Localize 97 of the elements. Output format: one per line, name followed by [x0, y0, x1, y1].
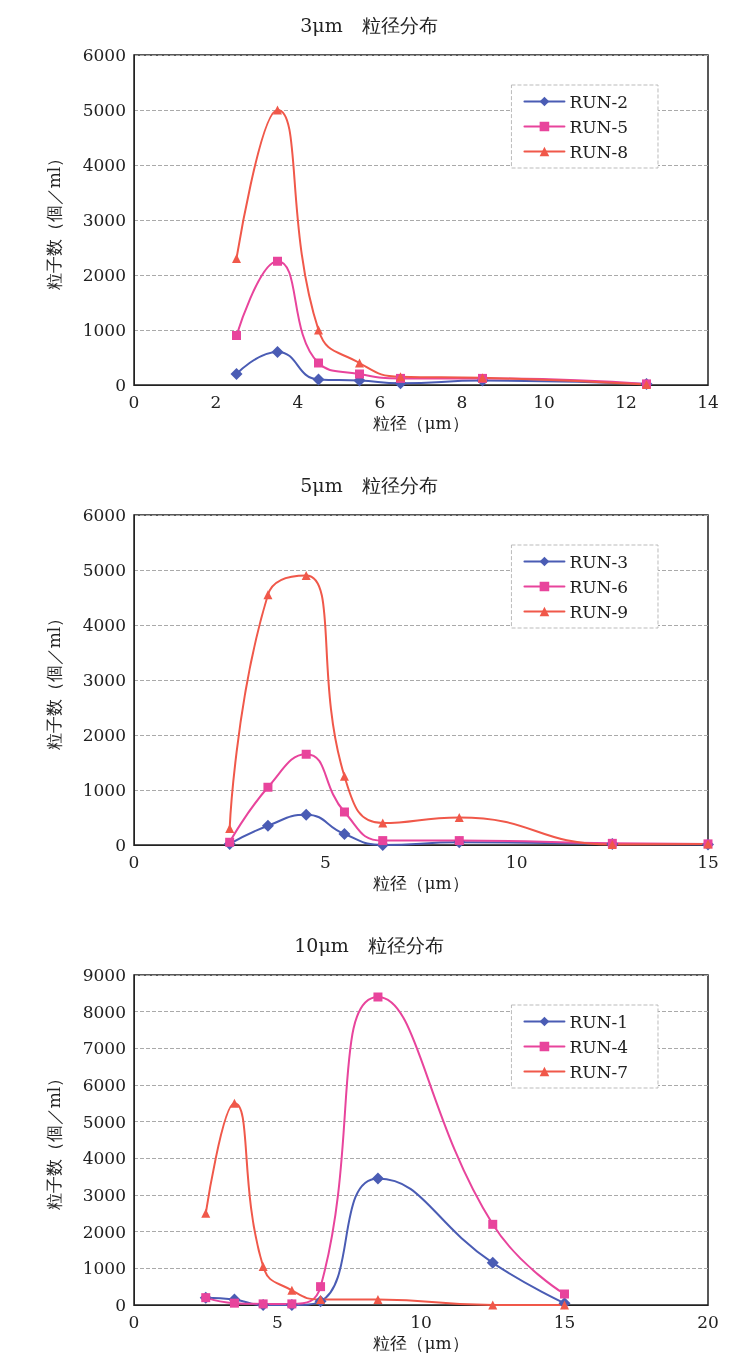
y-tick-label: 3000 [82, 210, 126, 230]
y-tick-label: 5000 [82, 560, 126, 580]
x-tick-label: 14 [697, 391, 719, 412]
x-tick-label: 0 [128, 1311, 140, 1332]
point [454, 813, 464, 822]
point [373, 1295, 383, 1304]
point [229, 1098, 239, 1108]
point [232, 254, 241, 263]
y-tick-label: 4000 [82, 1148, 126, 1169]
y-tick-label: 1000 [82, 1258, 126, 1279]
point [316, 1295, 326, 1304]
point [339, 771, 349, 781]
x-tick-label: 6 [374, 391, 386, 412]
x-tick-label: 10 [505, 851, 528, 872]
x-tick-label: 0 [128, 391, 140, 412]
x-tick-label: 4 [292, 391, 304, 412]
point [301, 749, 311, 759]
legend-label: RUN-1 [569, 1011, 628, 1032]
y-tick-label: 8000 [82, 1001, 126, 1022]
chart-title: 3μm 粒径分布 [300, 13, 438, 36]
point [201, 1208, 211, 1218]
point [339, 807, 349, 817]
x-axis-title: 粒径（μm） [373, 413, 469, 434]
legend-label: RUN-3 [569, 551, 628, 572]
y-tick-label: 5000 [82, 1111, 126, 1132]
y-tick-label: 2000 [82, 265, 126, 285]
y-tick-label: 0 [115, 1295, 126, 1315]
legend-label: RUN-9 [569, 601, 628, 622]
point [373, 992, 383, 1002]
point [301, 571, 311, 580]
point [378, 836, 388, 846]
point [258, 1262, 268, 1271]
legend-label: RUN-5 [569, 116, 628, 137]
y-axis-title: 粒子数（個／ml） [43, 1069, 64, 1211]
y-tick-label: 2000 [82, 725, 126, 745]
point [287, 1285, 297, 1295]
y-axis-title: 粒子数（個／ml） [43, 609, 64, 751]
point [300, 808, 313, 821]
y-tick-label: 9000 [82, 965, 126, 985]
x-tick-label: 10 [410, 1311, 432, 1332]
legend-label: RUN-6 [569, 576, 628, 597]
point [314, 325, 323, 335]
point [316, 1282, 326, 1292]
chart-title: 10μm 粒径分布 [294, 933, 444, 956]
x-tick-label: 0 [128, 851, 140, 872]
point [273, 256, 282, 266]
y-tick-label: 1000 [82, 780, 126, 800]
y-tick-label: 5000 [82, 100, 126, 120]
y-tick-label: 6000 [82, 1075, 126, 1095]
point [371, 1172, 384, 1185]
y-tick-label: 4000 [82, 615, 126, 635]
x-tick-label: 5 [272, 1311, 283, 1332]
x-tick-label: 12 [615, 391, 637, 412]
x-tick-label: 15 [553, 1311, 576, 1332]
legend-label: RUN-2 [569, 91, 628, 112]
point [230, 368, 243, 380]
y-tick-label: 3000 [82, 670, 126, 690]
y-tick-label: 0 [115, 835, 126, 855]
point [232, 331, 241, 340]
y-tick-label: 0 [115, 375, 126, 395]
point [560, 1289, 569, 1299]
x-tick-label: 20 [697, 1311, 719, 1332]
y-tick-label: 1000 [82, 320, 126, 340]
point [263, 590, 273, 600]
y-tick-label: 7000 [82, 1038, 126, 1059]
point [338, 828, 351, 840]
legend-label: RUN-4 [569, 1036, 628, 1057]
x-tick-label: 10 [533, 391, 555, 412]
chart-title: 5μm 粒径分布 [300, 473, 438, 496]
point [486, 1256, 499, 1269]
legend-label: RUN-7 [569, 1061, 628, 1082]
point [488, 1219, 498, 1229]
point [225, 824, 235, 833]
x-tick-label: 15 [697, 851, 719, 872]
point [355, 369, 364, 379]
point [312, 373, 325, 386]
point [355, 358, 364, 368]
y-tick-label: 6000 [82, 45, 126, 65]
y-tick-label: 4000 [82, 155, 126, 175]
x-tick-label: 5 [319, 851, 331, 872]
y-tick-label: 6000 [82, 505, 126, 525]
point [273, 105, 282, 115]
x-tick-label: 8 [456, 391, 468, 412]
point [229, 1298, 239, 1308]
point [378, 818, 388, 828]
x-axis-title: 粒径（μm） [373, 873, 469, 894]
x-axis-title: 粒径（μm） [373, 1333, 469, 1354]
point [261, 819, 274, 832]
y-tick-label: 3000 [82, 1185, 126, 1205]
point [263, 782, 273, 792]
point [314, 358, 323, 368]
point [488, 1300, 498, 1310]
point [271, 346, 284, 358]
y-tick-label: 2000 [82, 1221, 126, 1242]
x-tick-label: 2 [210, 391, 222, 412]
legend-label: RUN-8 [569, 141, 628, 162]
y-axis-title: 粒子数（個／ml） [43, 149, 64, 291]
